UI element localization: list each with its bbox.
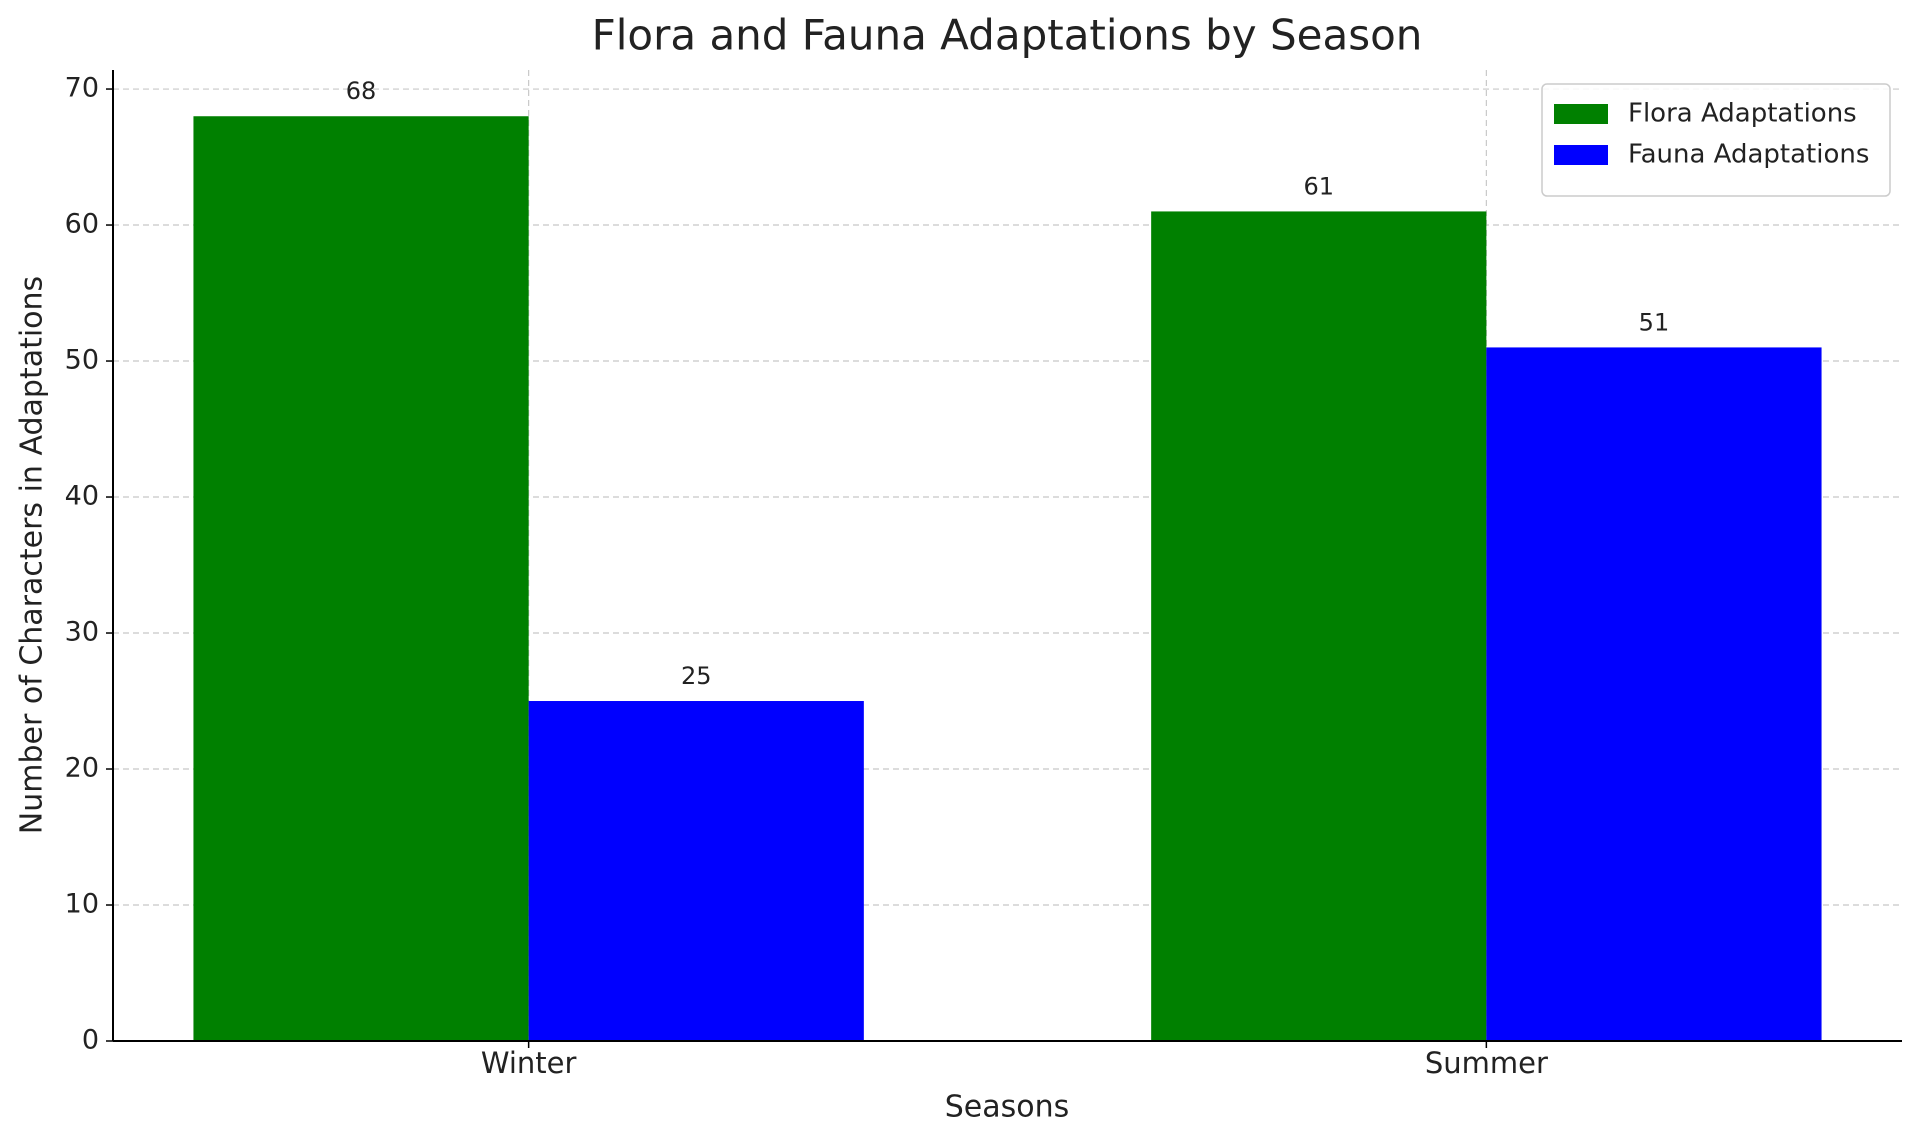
y-tick-label: 40 [65, 481, 99, 512]
bar [193, 116, 529, 1041]
bar [1151, 211, 1487, 1041]
legend-swatch [1554, 104, 1608, 124]
x-tick-label: Winter [481, 1046, 577, 1080]
legend-swatch [1554, 145, 1608, 165]
y-tick-label: 60 [65, 209, 99, 240]
bar [528, 701, 864, 1041]
y-tick-label: 70 [65, 73, 99, 104]
y-axis-label: Number of Characters in Adaptations [15, 276, 50, 834]
legend-label: Fauna Adaptations [1628, 140, 1869, 170]
chart-title: Flora and Fauna Adaptations by Season [592, 11, 1423, 60]
bar [1486, 347, 1822, 1041]
x-tick-label: Summer [1425, 1046, 1548, 1080]
legend-label: Flora Adaptations [1628, 99, 1857, 129]
y-tick-label: 0 [82, 1025, 99, 1056]
value-label: 51 [1639, 308, 1670, 336]
value-label: 25 [681, 662, 712, 690]
y-tick-label: 20 [65, 753, 99, 784]
y-tick-label: 30 [65, 617, 99, 648]
value-label: 61 [1303, 172, 1334, 200]
x-axis-label: Seasons [945, 1090, 1070, 1125]
legend-box [1541, 83, 1891, 197]
y-tick-label: 50 [65, 345, 99, 376]
y-tick-label: 10 [65, 889, 99, 920]
value-label: 68 [346, 77, 377, 105]
